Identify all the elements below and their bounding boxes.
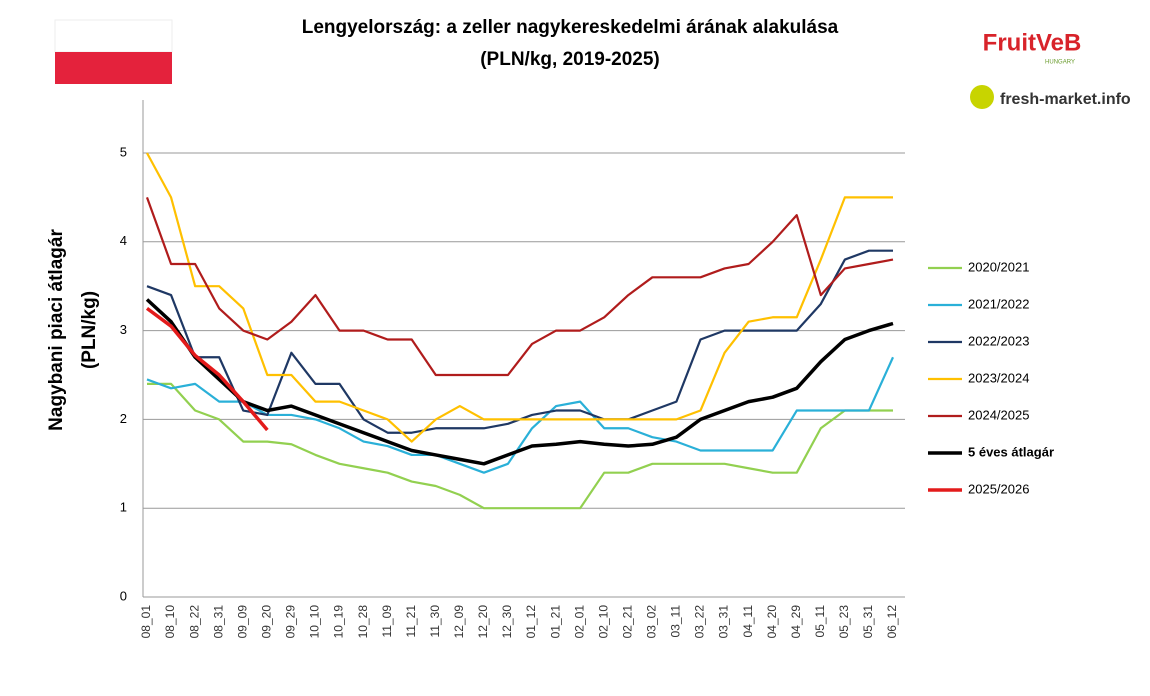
chart-subtitle: (PLN/kg, 2019-2025) bbox=[480, 49, 660, 70]
series-line bbox=[146, 249, 893, 434]
flag-white bbox=[54, 19, 173, 53]
x-tick-label: 02_10 bbox=[596, 605, 610, 639]
x-tick-label: 08_01 bbox=[139, 605, 153, 639]
x-tick-label: 09_09 bbox=[235, 605, 249, 639]
x-tick-label: 03_02 bbox=[645, 605, 659, 639]
x-tick-label: 01_21 bbox=[548, 605, 562, 639]
x-tick-label: 05_23 bbox=[837, 605, 851, 639]
legend-label: 5 éves átlagár bbox=[968, 444, 1054, 459]
y-tick-label: 2 bbox=[120, 411, 127, 426]
logo: fresh-market.info bbox=[1000, 91, 1131, 108]
x-tick-label: 10_19 bbox=[332, 605, 346, 639]
x-tick-label: 12_09 bbox=[452, 605, 466, 639]
y-tick-label: 0 bbox=[120, 588, 127, 603]
x-tick-label: 03_22 bbox=[693, 605, 707, 639]
x-tick-label: 11_21 bbox=[404, 605, 418, 638]
y-tick-label: 4 bbox=[120, 233, 127, 248]
legend-label: 2022/2023 bbox=[968, 333, 1029, 348]
x-tick-label: 09_29 bbox=[284, 605, 298, 639]
series-line bbox=[145, 298, 894, 466]
chart-title: Lengyelország: a zeller nagykereskedelmi… bbox=[302, 17, 839, 38]
x-tick-label: 08_31 bbox=[211, 605, 225, 639]
x-tick-label: 05_31 bbox=[861, 605, 875, 639]
y-tick-label: 1 bbox=[120, 500, 127, 515]
x-tick-label: 12_30 bbox=[500, 605, 514, 639]
legend-label: 2024/2025 bbox=[968, 407, 1029, 422]
x-tick-label: 02_21 bbox=[620, 605, 634, 639]
x-tick-label: 08_10 bbox=[163, 605, 177, 639]
y-axis-label: (PLN/kg) bbox=[79, 291, 100, 369]
legend-label: 2025/2026 bbox=[968, 481, 1029, 496]
x-tick-label: 06_12 bbox=[885, 605, 899, 639]
x-tick-label: 11_09 bbox=[380, 605, 394, 638]
logo-icon bbox=[970, 85, 994, 109]
x-tick-label: 05_11 bbox=[813, 605, 827, 638]
x-tick-label: 02_01 bbox=[572, 605, 586, 639]
series-line bbox=[145, 306, 269, 432]
series-line bbox=[145, 197, 894, 377]
x-tick-label: 01_12 bbox=[524, 605, 538, 639]
x-tick-label: 12_20 bbox=[476, 605, 490, 639]
legend-label: 2020/2021 bbox=[968, 259, 1029, 274]
series-line bbox=[146, 152, 893, 443]
x-tick-label: 03_11 bbox=[669, 605, 683, 638]
legend-label: 2021/2022 bbox=[968, 296, 1029, 311]
series-line bbox=[146, 356, 895, 474]
x-tick-label: 04_20 bbox=[765, 605, 779, 639]
x-tick-label: 10_28 bbox=[356, 605, 370, 639]
logo-sub: HUNGARY bbox=[1045, 60, 1075, 66]
y-tick-label: 5 bbox=[120, 144, 127, 159]
series-line bbox=[147, 382, 893, 510]
x-tick-label: 08_22 bbox=[187, 605, 201, 639]
flag-red bbox=[55, 52, 172, 84]
legend-label: 2023/2024 bbox=[968, 370, 1029, 385]
logo: FruitVeB bbox=[983, 29, 1082, 56]
x-tick-label: 10_10 bbox=[308, 605, 322, 639]
x-tick-label: 11_30 bbox=[428, 605, 442, 638]
y-tick-label: 3 bbox=[120, 322, 127, 337]
x-tick-label: 04_29 bbox=[789, 605, 803, 639]
x-tick-label: 04_11 bbox=[741, 605, 755, 638]
x-tick-label: 09_20 bbox=[259, 605, 273, 639]
x-tick-label: 03_31 bbox=[717, 605, 731, 639]
y-axis-label: Nagybani piaci átlagár bbox=[46, 229, 67, 431]
